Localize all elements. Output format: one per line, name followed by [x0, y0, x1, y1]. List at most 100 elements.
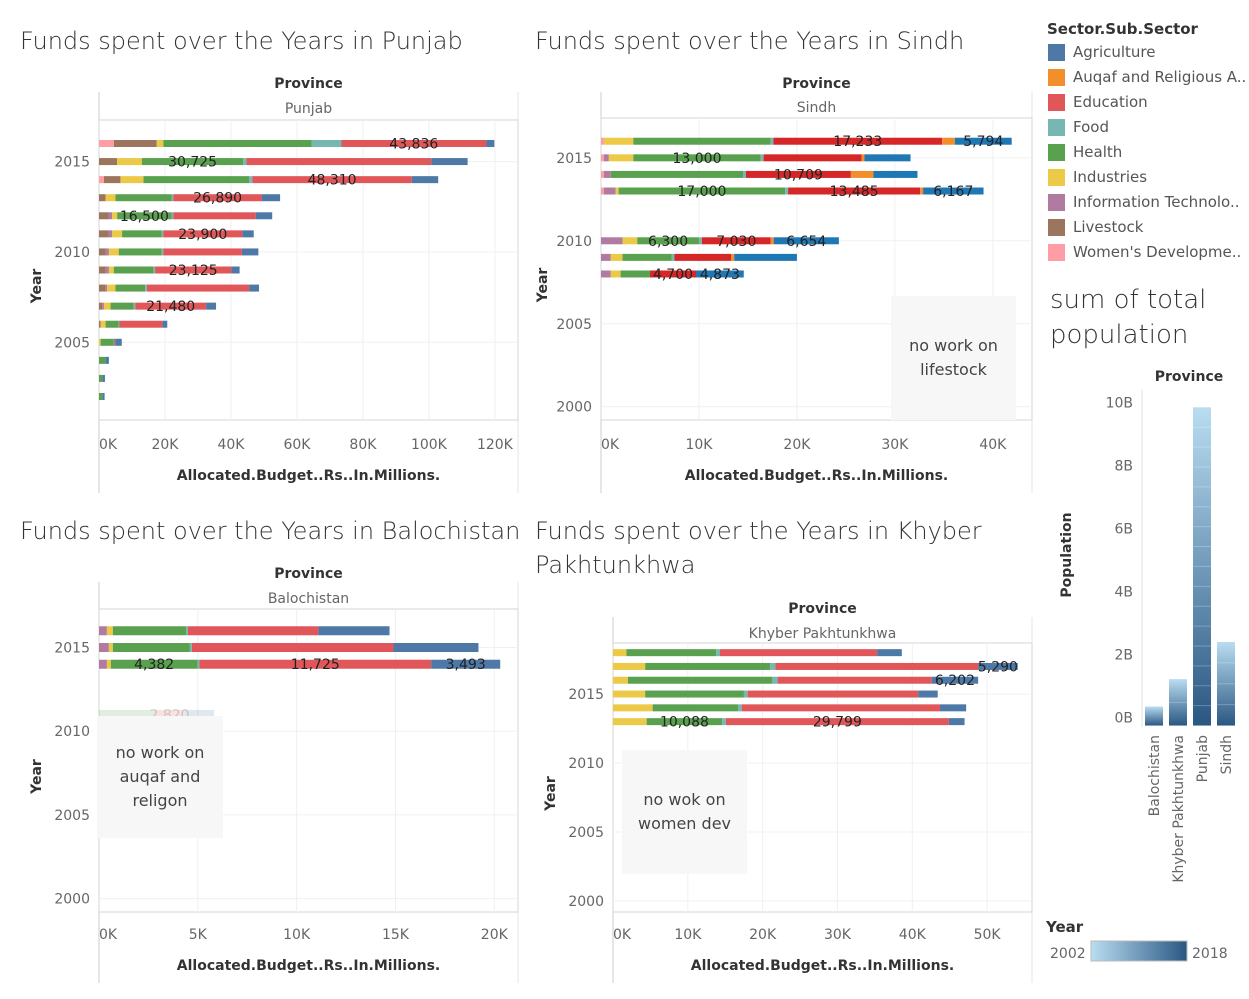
sindh-x-tick-label: 10K	[685, 437, 713, 453]
sindh-plot-frame	[600, 117, 1033, 421]
kp-bar-2014-agriculture	[939, 704, 967, 712]
legend-item-health[interactable]: Health	[1048, 143, 1122, 163]
sindh-bar-2016-agriculture	[954, 137, 1012, 145]
punjab-bar-2015-food	[243, 158, 247, 166]
punjab-bar-2004-health	[99, 356, 106, 364]
kp-bar-2013-industries	[613, 718, 647, 726]
legend-item-agriculture[interactable]: Agriculture	[1048, 43, 1156, 63]
sindh-bar-2009-auqaf-and-religious-affairs	[731, 253, 735, 261]
population-chart-title: sum of total population	[1050, 285, 1207, 350]
legend-item-auqaf-and-religious-affairs[interactable]: Auqaf and Religious A..	[1048, 68, 1246, 88]
sindh-bar-2010-information-technology	[601, 237, 623, 245]
punjab-bar-2015-education	[246, 158, 432, 166]
population-y-tick-label: 10B	[1106, 396, 1133, 412]
punjab-bar-2008-health	[115, 284, 146, 292]
balochistan-bar-2014-industries	[106, 659, 111, 669]
punjab-bar-2005-industries	[99, 338, 101, 346]
kp-x-tick-label: 30K	[824, 927, 852, 943]
kp-bar-2014-health	[652, 704, 738, 712]
sindh-bar-2015-auqaf-and-religious-affairs	[861, 154, 865, 162]
sindh-bar-2008-industries	[610, 270, 621, 278]
sindh-bar-2013-education	[788, 187, 921, 195]
balochistan-y-axis-title: Year	[29, 759, 45, 795]
punjab-bar-2005-agriculture	[115, 338, 122, 346]
punjab-x-tick-label: 0K	[99, 437, 118, 453]
kp-bar-2013-health	[646, 718, 723, 726]
legend-swatch	[1048, 219, 1065, 236]
balochistan-bar-2016-industries	[106, 626, 113, 636]
sindh-bar-2010-industries	[622, 237, 638, 245]
punjab-bar-2011-information-technology	[108, 230, 113, 238]
year-legend-min-label: 2002	[1050, 946, 1086, 962]
kp-x-tick-label: 40K	[899, 927, 927, 943]
punjab-x-axis-title: Allocated.Budget..Rs..In.Millions.	[177, 468, 440, 484]
punjab-bar-2011-agriculture	[242, 230, 254, 238]
punjab-bar-2011-health	[122, 230, 162, 238]
kp-bar-2016-education	[777, 676, 932, 684]
population-bar-balochistan	[1145, 706, 1163, 726]
legend-item-livestock[interactable]: Livestock	[1048, 218, 1143, 238]
balochistan-y-tick-label: 2015	[54, 641, 90, 657]
punjab-bar-2016-education	[341, 139, 487, 147]
sindh-bar-2010-food	[698, 237, 702, 245]
population-bar-punjab	[1193, 407, 1211, 726]
punjab-bar-2015-industries	[117, 158, 142, 166]
legend-label: Information Technolo..	[1073, 193, 1240, 211]
legend-item-education[interactable]: Education	[1048, 93, 1148, 113]
population-category-label: Balochistan	[1147, 735, 1163, 816]
sindh-bar-2009-information-technology	[601, 253, 611, 261]
sindh-x-tick-label: 30K	[881, 437, 909, 453]
legend-item-information-technology[interactable]: Information Technolo..	[1048, 193, 1240, 213]
kp-y-tick-label: 2005	[568, 825, 604, 841]
punjab-bar-2006-agriculture	[162, 320, 168, 328]
sindh-chart-title: Funds spent over the Years in Sindh	[535, 27, 965, 55]
sindh-bar-2009-industries	[610, 253, 623, 261]
kp-bar-2017-agriculture	[978, 662, 1018, 670]
kp-x-axis-title: Allocated.Budget..Rs..In.Millions.	[691, 958, 954, 974]
sindh-bar-2008-information-technology	[601, 270, 611, 278]
balochistan-y-tick-label: 2010	[54, 724, 90, 740]
kp-bar-2016-agriculture	[931, 676, 979, 684]
legend-swatch	[1048, 194, 1065, 211]
sindh-bar-2010-auqaf-and-religious-affairs	[770, 237, 774, 245]
legend-item-industries[interactable]: Industries	[1048, 168, 1147, 188]
kp-plot-frame	[612, 642, 1033, 913]
kp-data-label-2016: 6,202	[935, 673, 975, 689]
punjab-bar-2012-information-technology	[108, 212, 113, 220]
punjab-data-label-2009: 23,125	[169, 263, 218, 279]
legend-label: Auqaf and Religious A..	[1073, 68, 1247, 86]
legend-label: Food	[1073, 118, 1109, 136]
sindh-bar-2008-agriculture	[696, 270, 744, 278]
kp-chart-title: Funds spent over the Years in Khyber Pak…	[535, 517, 982, 579]
balochistan-bar-2011-education	[154, 709, 185, 719]
punjab-data-label-2016: 43,836	[389, 136, 438, 152]
sindh-bar-2014-food	[743, 170, 746, 178]
kp-y-axis-title: Year	[543, 776, 559, 812]
legend-item-women-s-development[interactable]: Women's Developme..	[1048, 243, 1241, 263]
legend-swatch	[1048, 169, 1065, 186]
punjab-bar-2013-food	[171, 194, 174, 202]
punjab-bar-2009-agriculture	[231, 266, 240, 274]
punjab-x-tick-label: 40K	[217, 437, 245, 453]
population-column-header: Province	[1155, 369, 1223, 385]
balochistan-data-label-2014: 3,493	[446, 657, 486, 673]
legend-label: Health	[1073, 143, 1123, 161]
sindh-bar-2013-information-technology	[603, 187, 616, 195]
punjab-bar-2007-information-technology	[102, 302, 104, 310]
year-legend-title: Year	[1046, 918, 1084, 936]
kp-x-tick-label: 50K	[974, 927, 1002, 943]
balochistan-province-label: Balochistan	[268, 591, 349, 607]
legend-item-food[interactable]: Food	[1048, 118, 1109, 138]
kp-bar-2016-industries	[613, 676, 628, 684]
punjab-bar-2016-industries	[156, 139, 164, 147]
legend-swatch	[1048, 119, 1065, 136]
sector-legend-title: Sector.Sub.Sector	[1047, 20, 1198, 38]
punjab-bar-2007-agriculture	[206, 302, 217, 310]
balochistan-x-tick-label: 15K	[382, 927, 410, 943]
punjab-x-tick-label: 20K	[151, 437, 179, 453]
